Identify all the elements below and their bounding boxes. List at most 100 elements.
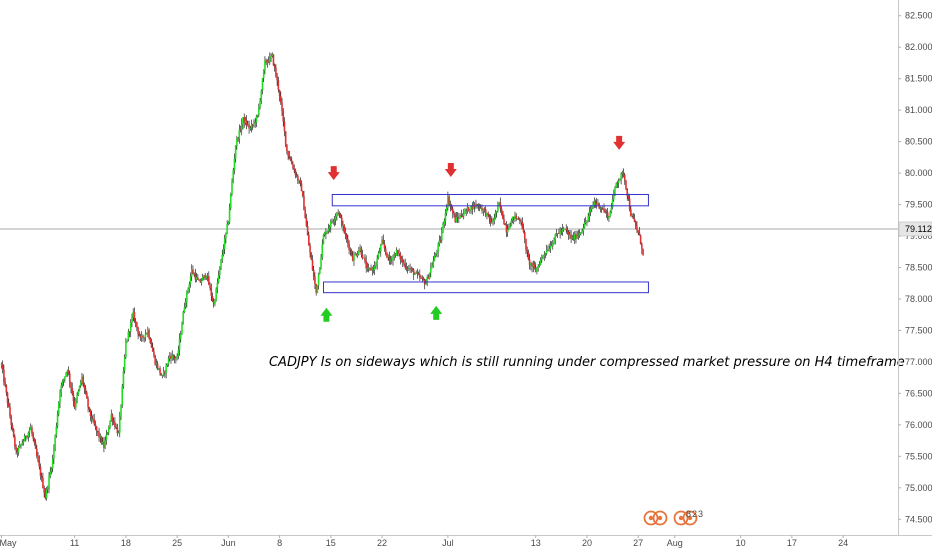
- candle-body: [462, 213, 465, 217]
- sideways-zone-box[interactable]: [322, 281, 649, 294]
- candle-body: [223, 238, 226, 250]
- candle-body: [353, 255, 355, 261]
- y-tick-label: 80.500: [905, 137, 932, 147]
- sideways-zone-box[interactable]: [331, 193, 649, 207]
- candle-body: [581, 230, 583, 233]
- candle-body: [3, 369, 5, 382]
- price-scale[interactable]: 74.500 75.000 75.500 76.000 76.500 77.000 77.5…: [898, 0, 932, 535]
- candle-body: [314, 276, 316, 284]
- candle-body: [589, 209, 592, 213]
- candle-body: [267, 61, 270, 63]
- candle-body: [444, 213, 447, 221]
- candle-body: [619, 178, 621, 182]
- candle-body: [600, 207, 603, 209]
- candle-body: [279, 95, 282, 103]
- candle-body: [553, 239, 555, 244]
- candle-body: [642, 248, 644, 255]
- candle-body: [200, 280, 203, 283]
- candle-body: [138, 333, 141, 337]
- candle-body: [317, 273, 320, 286]
- candle-body: [189, 276, 192, 284]
- candle-body: [428, 272, 431, 279]
- candle-body: [47, 487, 49, 490]
- arrow-down-icon[interactable]: [327, 166, 340, 181]
- candle-body: [469, 210, 471, 212]
- candle-body: [334, 216, 337, 220]
- candle-body: [442, 223, 444, 233]
- candle-body: [204, 275, 206, 279]
- y-tick-label: 77.000: [905, 357, 932, 367]
- candle-body: [142, 335, 144, 338]
- candle-body: [373, 266, 376, 271]
- candle-body: [472, 204, 475, 210]
- candle-body: [175, 358, 177, 360]
- candle-body: [5, 385, 8, 393]
- y-tick-label: 80.000: [905, 168, 932, 178]
- candle-body: [290, 160, 293, 165]
- candle-body: [9, 407, 11, 417]
- current-price-badge[interactable]: [898, 221, 932, 237]
- candle-body: [504, 223, 507, 226]
- candle-body: [414, 273, 416, 275]
- candle-body: [359, 247, 361, 252]
- candle-body: [484, 209, 487, 216]
- candle-body: [271, 54, 274, 57]
- candle-body: [153, 351, 155, 356]
- chart-annotation[interactable]: CADJPY Is on sideways which is still run…: [269, 355, 905, 370]
- zones-layer[interactable]: [322, 193, 649, 294]
- candle-body: [83, 384, 86, 389]
- candle-body: [164, 371, 166, 373]
- candle-body: [466, 207, 469, 211]
- candle-body: [272, 54, 275, 66]
- arrow-down-icon[interactable]: [444, 162, 457, 177]
- arrow-up-icon[interactable]: [430, 305, 443, 320]
- candle-body: [498, 202, 500, 206]
- candle-body: [476, 203, 478, 206]
- candle-body: [330, 221, 332, 228]
- candle-body: [543, 254, 546, 256]
- candle-body: [564, 228, 566, 230]
- event-icon[interactable]: 8 2 3: [673, 509, 704, 526]
- candle-body: [211, 295, 214, 302]
- x-tick-label: 10: [736, 538, 746, 548]
- candle-body: [148, 329, 150, 339]
- candle-body: [215, 288, 217, 301]
- candle-body: [634, 222, 637, 227]
- candle-body: [436, 251, 438, 255]
- candle-body: [406, 268, 409, 270]
- arrows-layer[interactable]: [320, 135, 626, 322]
- candle-body: [117, 432, 120, 434]
- candle-body: [177, 350, 180, 357]
- candle-body: [72, 394, 75, 402]
- arrow-down-icon[interactable]: [613, 135, 626, 150]
- candle-body: [599, 207, 602, 209]
- candle-body: [514, 215, 516, 219]
- candle-body: [387, 255, 389, 258]
- candle-body: [572, 237, 575, 240]
- candle-body: [118, 416, 121, 433]
- candle-body: [315, 283, 317, 293]
- event-icon[interactable]: [643, 510, 668, 526]
- candle-body: [228, 208, 231, 223]
- candle-body: [310, 252, 313, 260]
- candle-body: [6, 392, 9, 404]
- candle-body: [137, 327, 139, 334]
- candle-body: [12, 429, 15, 437]
- time-scale[interactable]: May 11 18 25 Jun 8 15 22 Jul 13 20 27 Aug 10 17 24: [0, 535, 932, 548]
- candle-body: [151, 347, 154, 352]
- x-tick-label: 8: [277, 538, 282, 548]
- candle-body: [234, 145, 237, 159]
- candle-body: [98, 432, 100, 438]
- candle-body: [217, 275, 220, 283]
- candle-body: [195, 277, 198, 280]
- candle-body: [1, 364, 4, 370]
- footer-icons[interactable]: 8 2 3: [643, 509, 704, 526]
- candle-body: [120, 405, 122, 417]
- candle-body: [179, 334, 182, 339]
- candle-body: [434, 254, 437, 256]
- candle-body: [454, 214, 457, 223]
- candle-body: [109, 420, 111, 428]
- arrow-up-icon[interactable]: [320, 307, 333, 322]
- candle-body: [608, 216, 610, 219]
